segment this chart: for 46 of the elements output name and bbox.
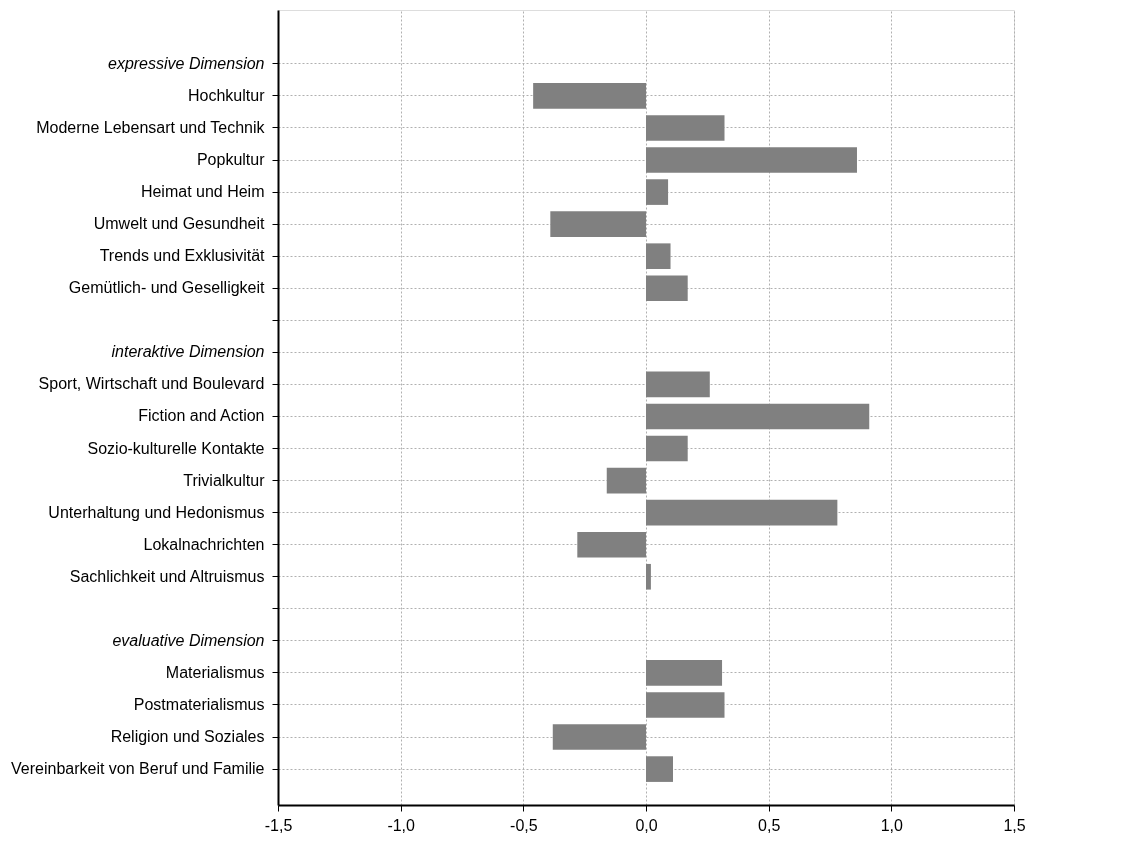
y-tick-label: Hochkultur [188,86,266,104]
y-tick-label: Heimat und Heim [140,183,265,201]
y-tick-label: interaktive Dimension [111,343,265,361]
bar [646,435,688,462]
bar [577,531,646,558]
x-tick-label: 1,0 [880,816,904,834]
bar [646,371,710,398]
y-tick-label: Vereinbarkeit von Beruf und Familie [11,760,265,778]
bar [646,403,870,430]
y-tick-label: Umwelt und Gesundheit [93,215,266,233]
x-tick-label: 0,5 [758,816,781,834]
y-tick-label: Popkultur [196,151,266,169]
y-tick-label: Moderne Lebensart und Technik [36,118,266,136]
bar [646,179,669,205]
y-tick-label: Unterhaltung und Hedonismus [48,503,265,521]
y-tick-label: expressive Dimension [107,54,265,72]
y-tick-label: Trivialkultur [183,471,266,489]
bar [646,660,723,686]
bar [646,115,725,141]
x-tick-label: -1,0 [387,816,416,834]
bar [533,83,646,109]
x-tick-label: 0,0 [635,816,658,834]
x-tick-label: -1,5 [264,816,293,834]
bar [646,275,688,302]
y-tick-label: evaluative Dimension [112,631,265,649]
bar [552,724,646,750]
x-tick-label: -0,5 [510,816,538,834]
bar [646,243,671,270]
y-tick-label: Sachlichkeit und Altruismus [69,567,265,585]
y-tick-label: Fiction and Action [138,407,265,425]
x-tick-label: 1,5 [1003,816,1026,834]
y-tick-label: Sport, Wirtschaft und Boulevard [38,375,265,393]
bar [646,756,673,782]
y-tick-label: Postmaterialismus [133,695,265,713]
y-tick-label: Religion und Soziales [110,728,265,746]
bar [646,499,838,526]
y-tick-label: Trends und Exklusivität [99,247,266,265]
bar [646,563,651,590]
bar [606,467,646,494]
y-tick-label: Materialismus [165,663,265,681]
bar [646,692,725,718]
bar [646,147,857,173]
y-tick-label: Lokalnachrichten [143,535,265,553]
y-tick-label: Gemütlich- und Geselligkeit [68,279,266,297]
y-tick-label: Sozio-kulturelle Kontakte [87,439,265,457]
bar [550,211,646,237]
